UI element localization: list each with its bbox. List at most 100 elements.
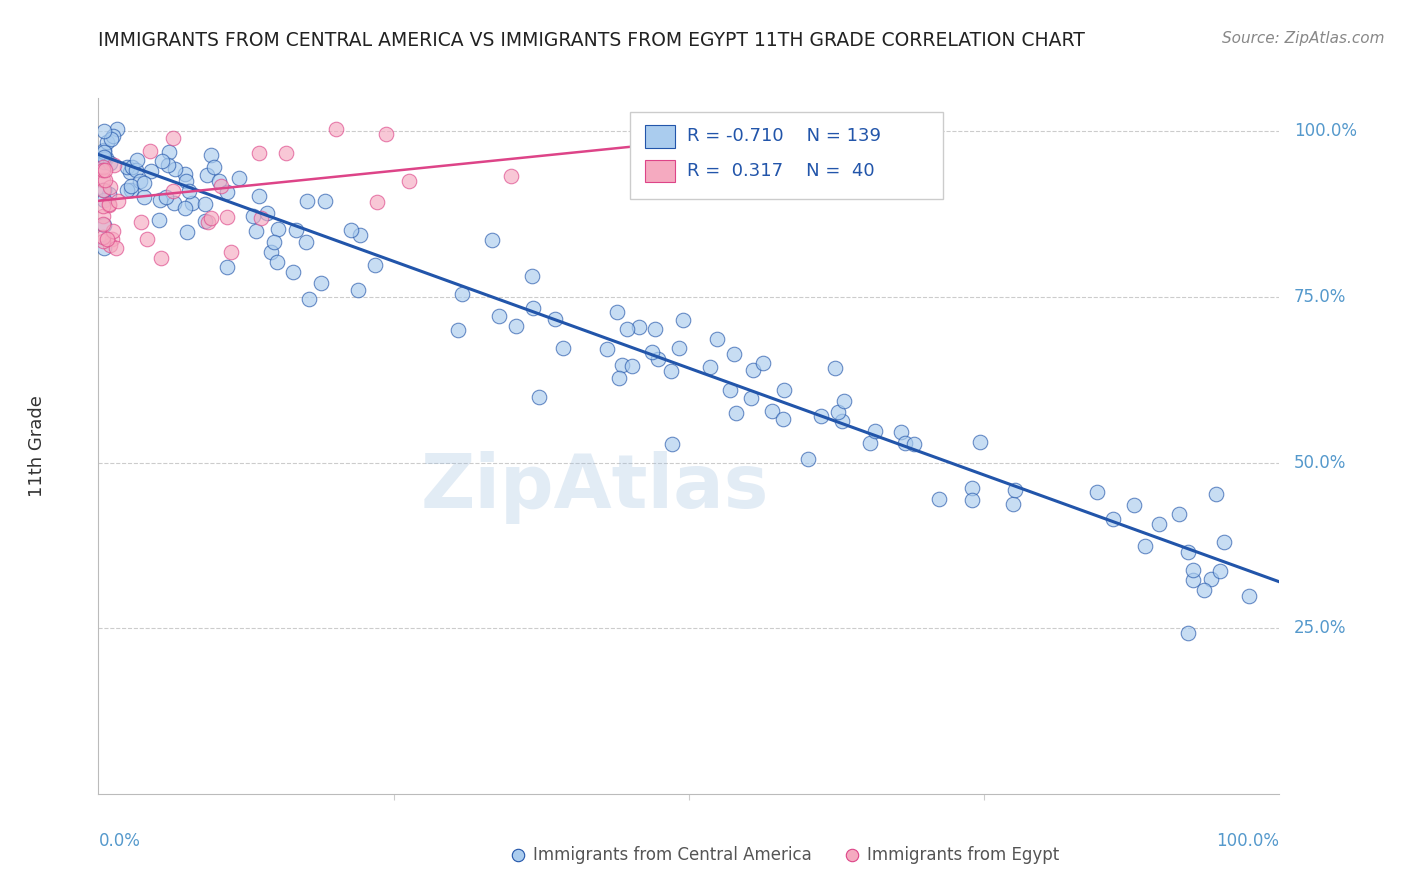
Point [194,197,217,211]
Point [349,227,371,242]
Point [544,311,567,326]
Point [129,174,152,188]
Point [96,135,118,149]
Point [149,251,172,265]
Point [91,172,114,186]
Point [162,184,184,198]
Point [501,169,523,183]
Point [132,176,155,190]
Point [841,845,863,859]
Point [903,437,925,451]
Point [724,406,747,420]
Point [150,153,173,168]
Point [91,183,114,197]
Point [1133,539,1156,553]
Point [98,238,121,252]
Point [284,222,307,236]
Point [267,221,290,235]
Text: 25.0%: 25.0% [1294,619,1346,637]
Point [101,129,124,144]
Text: Source: ZipAtlas.com: Source: ZipAtlas.com [1222,31,1385,46]
Point [672,313,695,327]
Point [1004,483,1026,498]
Point [1001,498,1024,512]
Point [1168,507,1191,521]
Text: IMMIGRANTS FROM CENTRAL AMERICA VS IMMIGRANTS FROM EGYPT 11TH GRADE CORRELATION : IMMIGRANTS FROM CENTRAL AMERICA VS IMMIG… [98,31,1085,50]
Text: R = -0.710    N = 139: R = -0.710 N = 139 [686,128,880,145]
Point [120,165,142,179]
Point [139,145,162,159]
Bar [645,160,675,182]
FancyBboxPatch shape [630,112,943,199]
Point [398,174,420,188]
Point [364,258,387,272]
Point [93,145,115,160]
Point [295,194,318,208]
Point [772,412,794,426]
Point [276,145,298,160]
Point [661,437,683,451]
Point [742,363,765,377]
Point [506,845,529,859]
Point [256,206,278,220]
Point [553,341,575,355]
Point [969,434,991,449]
Point [295,235,318,249]
Point [859,436,882,450]
Point [827,405,849,419]
Point [644,322,666,336]
Point [132,190,155,204]
Point [208,173,231,187]
Point [174,174,197,188]
Point [621,359,644,374]
Point [219,244,242,259]
Point [93,150,115,164]
Point [121,160,143,174]
Point [91,234,114,248]
Point [607,371,630,385]
Point [91,199,114,213]
Point [1102,512,1125,526]
Point [101,224,124,238]
Point [93,193,115,207]
Point [200,211,222,226]
Point [263,235,285,249]
Point [718,383,741,397]
Point [136,232,159,246]
Point [596,343,619,357]
Point [228,171,250,186]
Point [1085,485,1108,500]
Point [250,211,273,225]
Point [202,160,225,174]
Point [115,160,138,174]
Point [960,493,983,508]
Point [98,155,121,169]
Point [366,194,388,209]
Point [297,292,319,306]
Text: ZipAtlas: ZipAtlas [420,451,769,524]
Text: 50.0%: 50.0% [1294,453,1346,472]
Point [1239,589,1261,603]
Point [93,242,115,256]
Point [865,424,887,438]
Point [527,390,550,404]
Point [1147,516,1170,531]
Point [129,215,152,229]
Point [176,225,198,239]
Text: Immigrants from Central America: Immigrants from Central America [533,847,811,864]
Point [120,183,142,197]
Point [522,301,544,315]
Point [375,128,398,142]
Point [125,162,148,177]
Point [325,121,347,136]
Point [752,356,775,370]
Point [163,162,186,177]
Point [761,404,783,418]
Point [340,223,363,237]
Point [706,332,728,346]
Point [93,154,115,169]
Point [97,197,120,211]
Point [93,152,115,166]
Point [163,195,186,210]
Point [894,436,917,450]
